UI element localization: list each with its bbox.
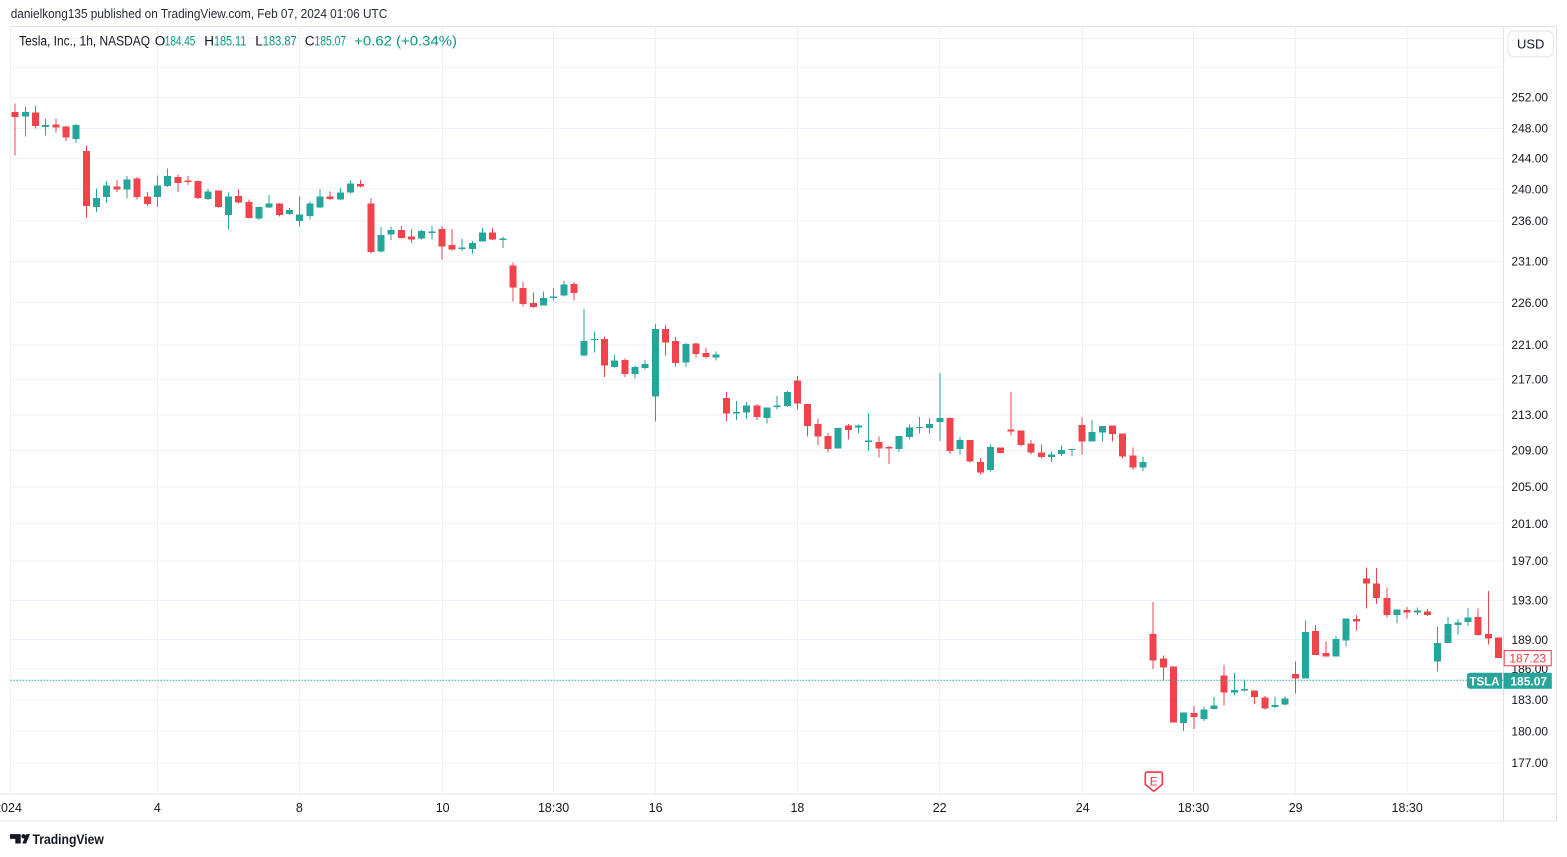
- svg-text:+0.62 (+0.34%): +0.62 (+0.34%): [354, 33, 457, 48]
- svg-text:236.00: 236.00: [1511, 214, 1548, 228]
- svg-text:201.00: 201.00: [1511, 517, 1548, 531]
- svg-text:252.00: 252.00: [1511, 91, 1548, 105]
- svg-text:177.00: 177.00: [1511, 756, 1548, 770]
- svg-text:O: O: [155, 33, 166, 48]
- svg-text:C: C: [305, 33, 315, 48]
- svg-text:24: 24: [1076, 801, 1090, 815]
- svg-text:244.00: 244.00: [1511, 152, 1548, 166]
- svg-text:danielkong135 published on Tra: danielkong135 published on TradingView.c…: [11, 6, 388, 21]
- svg-text:185.07: 185.07: [1510, 674, 1547, 688]
- svg-text:H: H: [204, 33, 214, 48]
- svg-text:18:30: 18:30: [1178, 801, 1209, 815]
- svg-text:184.45: 184.45: [165, 33, 196, 48]
- svg-text:185.07: 185.07: [315, 33, 347, 48]
- svg-text:22: 22: [933, 801, 947, 815]
- svg-text:248.00: 248.00: [1511, 122, 1548, 136]
- svg-text:213.00: 213.00: [1511, 408, 1548, 422]
- svg-text:TSLA: TSLA: [1469, 676, 1499, 688]
- svg-text:185.11: 185.11: [214, 33, 246, 48]
- svg-text:16: 16: [649, 801, 663, 815]
- svg-text:205.00: 205.00: [1511, 480, 1548, 494]
- svg-text:183.00: 183.00: [1511, 693, 1548, 707]
- svg-text:E: E: [1150, 775, 1158, 789]
- svg-text:209.00: 209.00: [1511, 444, 1548, 458]
- svg-text:221.00: 221.00: [1511, 338, 1548, 352]
- svg-text:TradingView: TradingView: [33, 831, 104, 847]
- svg-text:226.00: 226.00: [1511, 296, 1548, 310]
- svg-text:18:30: 18:30: [1392, 801, 1423, 815]
- svg-text:L: L: [255, 33, 263, 48]
- svg-text:193.00: 193.00: [1511, 594, 1548, 608]
- svg-text:231.00: 231.00: [1511, 255, 1548, 269]
- svg-text:18: 18: [790, 801, 804, 815]
- svg-text:189.00: 189.00: [1511, 633, 1548, 647]
- svg-text:29: 29: [1289, 801, 1303, 815]
- svg-text:2024: 2024: [0, 801, 22, 815]
- svg-text:240.00: 240.00: [1511, 182, 1548, 196]
- svg-text:197.00: 197.00: [1511, 554, 1548, 568]
- svg-text:180.00: 180.00: [1511, 724, 1548, 738]
- svg-text:183.87: 183.87: [263, 33, 297, 48]
- svg-text:4: 4: [154, 801, 161, 815]
- svg-text:USD: USD: [1517, 36, 1544, 51]
- svg-text:217.00: 217.00: [1511, 373, 1548, 387]
- svg-text:18:30: 18:30: [538, 801, 569, 815]
- svg-text:187.23: 187.23: [1509, 651, 1546, 665]
- svg-text:8: 8: [296, 801, 303, 815]
- svg-text:Tesla, Inc., 1h, NASDAQ: Tesla, Inc., 1h, NASDAQ: [19, 33, 150, 48]
- svg-text:10: 10: [436, 801, 450, 815]
